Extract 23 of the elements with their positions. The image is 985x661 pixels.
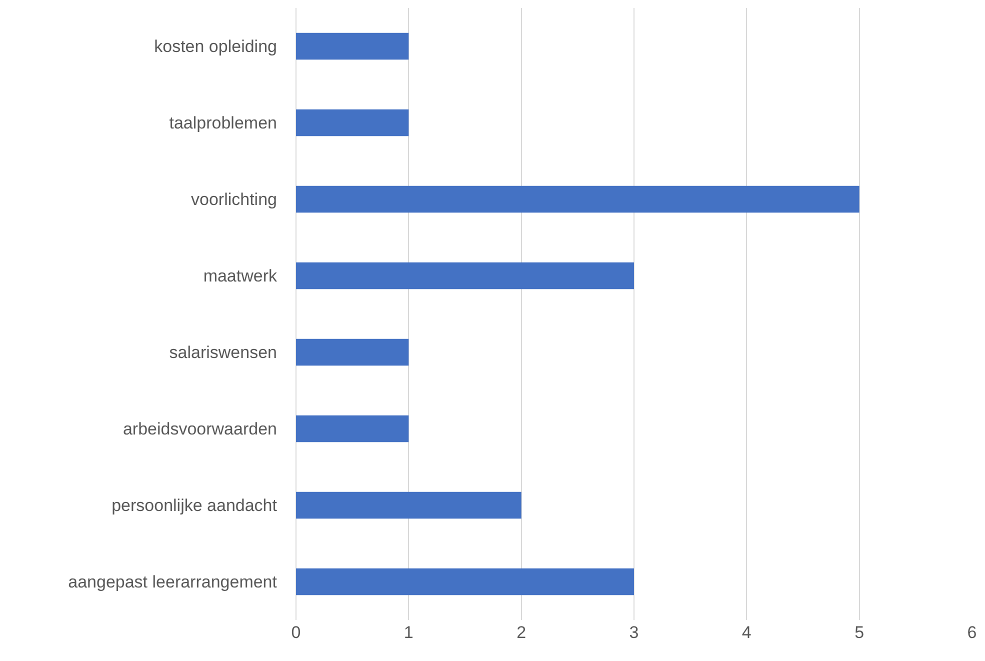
y-tick-label: salariswensen	[169, 343, 277, 362]
x-tick-label: 3	[629, 623, 639, 642]
x-tick-label: 6	[967, 623, 977, 642]
bar	[296, 338, 409, 366]
y-tick-label: persoonlijke aandacht	[112, 496, 278, 516]
y-tick-label: arbeidsvoorwaarden	[122, 420, 277, 439]
x-tick-label: 1	[404, 623, 414, 642]
y-tick-label: maatwerk	[203, 266, 278, 286]
y-tick-label: taalproblemen	[169, 114, 277, 133]
bar	[296, 492, 522, 519]
bar	[296, 262, 634, 290]
y-tick-label: voorlichting	[191, 190, 277, 210]
bar	[296, 109, 409, 136]
x-tick-label: 0	[291, 623, 301, 642]
bar	[296, 568, 634, 596]
bar	[296, 415, 409, 442]
y-tick-label: aangepast leerarrangement	[68, 572, 278, 592]
y-tick-label: kosten opleiding	[154, 37, 277, 56]
x-tick-label: 2	[516, 623, 526, 642]
bar	[296, 32, 409, 60]
bar	[296, 186, 860, 213]
x-tick-label: 4	[742, 623, 752, 642]
x-tick-label: 5	[854, 623, 864, 642]
